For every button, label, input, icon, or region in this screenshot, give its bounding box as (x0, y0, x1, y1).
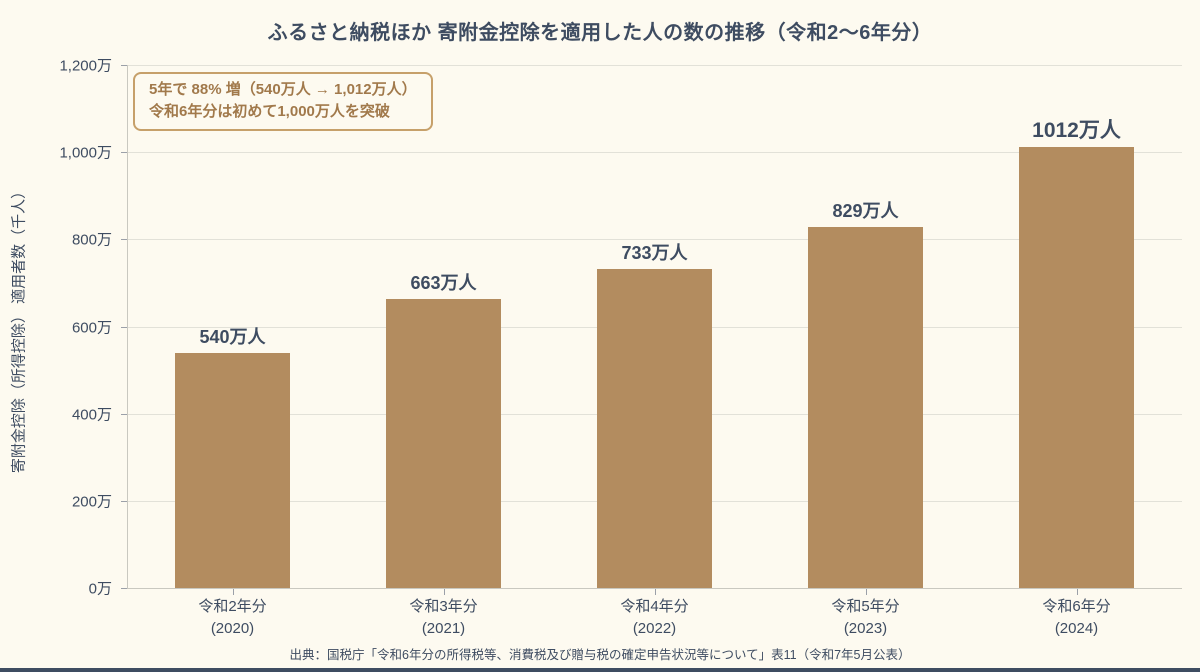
x-axis-line (127, 588, 1182, 589)
bar-value-label: 829万人 (832, 200, 899, 221)
x-tick-mark (1076, 589, 1078, 595)
y-tick-label: 600万 (71, 319, 112, 336)
x-category-label: 令和5年分 (2023) (831, 598, 900, 637)
x-category-label: 令和2年分 (2020) (198, 598, 267, 637)
annotation-line-2: 令和6年分は初めて1,000万人を突破 (149, 102, 390, 120)
y-tick-label: 800万 (71, 231, 112, 249)
x-tick-mark (232, 589, 234, 595)
bar-令和5年分 (808, 226, 923, 588)
gridline (127, 65, 1182, 66)
y-tick-label: 0万 (88, 580, 112, 598)
y-tick-label: 1,000万 (59, 144, 112, 162)
gridline (127, 239, 1182, 241)
plot-area (127, 65, 1182, 588)
gridline (127, 152, 1182, 154)
y-tick-mark (121, 239, 127, 241)
bar-value-label: 1012万人 (1032, 118, 1121, 142)
y-tick-label: 400万 (71, 406, 112, 424)
y-tick-mark (121, 326, 127, 328)
y-axis-line (127, 65, 128, 588)
chart-title: ふるさと納税ほか 寄附金控除を適用した人の数の推移（令和2〜6年分） (267, 22, 933, 44)
x-tick-mark (654, 589, 656, 595)
bar-value-label: 540万人 (199, 326, 266, 347)
x-category-label: 令和6年分 (2024) (1042, 598, 1111, 637)
y-tick-mark (121, 413, 127, 415)
x-tick-mark (443, 589, 445, 595)
bar-value-label: 663万人 (410, 273, 477, 294)
source-citation: 出典：国税庁「令和6年分の所得税等、消費税及び贈与税の確定申告状況等について」表… (289, 648, 911, 662)
bar-令和3年分 (386, 299, 501, 588)
annotation-line-1: 5年で 88% 増（540万人 → 1,012万人） (149, 81, 417, 98)
x-category-label: 令和3年分 (2021) (409, 598, 478, 637)
annotation-box: 5年で 88% 増（540万人 → 1,012万人） 令和6年分は初めて1,00… (133, 72, 433, 131)
y-tick-mark (121, 65, 127, 66)
y-tick-mark (121, 588, 127, 589)
y-tick-mark (121, 500, 127, 502)
y-tick-label: 200万 (71, 493, 112, 511)
x-tick-mark (865, 589, 867, 595)
bar-令和4年分 (597, 268, 712, 588)
x-category-label: 令和4年分 (2022) (620, 598, 689, 637)
y-tick-label: 1,200万 (59, 57, 112, 75)
bar-令和2年分 (175, 352, 290, 588)
bar-令和6年分 (1019, 146, 1134, 588)
bar-value-label: 733万人 (621, 242, 688, 263)
y-tick-mark (121, 152, 127, 154)
bottom-accent-strip (0, 668, 1200, 672)
